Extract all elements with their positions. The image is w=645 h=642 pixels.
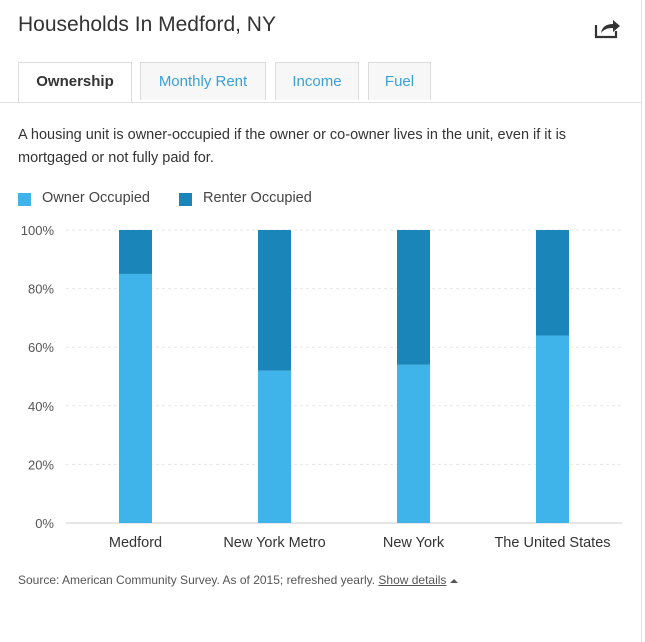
source-note: Source: American Community Survey. As of… — [18, 573, 458, 587]
ownership-chart: 0% 20% 40% 60% 80% 100% Medford New York Metro… — [21, 223, 622, 551]
tab-ownership[interactable]: Ownership — [18, 62, 132, 102]
x-tick-label: New York Metro — [223, 535, 325, 551]
chart-x-ticks: Medford New York Metro New York The United … — [109, 535, 611, 551]
share-arrow-icon — [594, 20, 620, 39]
share-button[interactable] — [594, 16, 622, 40]
y-tick-label: 20% — [28, 457, 54, 472]
y-tick-label: 0% — [35, 516, 54, 531]
y-tick-label: 60% — [28, 340, 54, 355]
ownership-description: A housing unit is owner-occupied if the … — [18, 127, 567, 166]
legend-label-renter: Renter Occupied — [203, 190, 312, 206]
page-title: Households In Medford, NY — [18, 13, 276, 36]
legend-swatch-owner — [18, 193, 31, 206]
x-tick-label: Medford — [109, 535, 162, 551]
y-tick-label: 80% — [28, 282, 54, 297]
bar-owner-3 — [536, 335, 569, 523]
source-text: Source: American Community Survey. As of… — [18, 573, 376, 587]
show-details-link[interactable]: Show details — [378, 573, 446, 587]
y-tick-label: 40% — [28, 399, 54, 414]
bar-renter-3 — [536, 230, 569, 336]
bar-owner-2 — [397, 364, 430, 523]
bar-renter-0 — [119, 230, 152, 274]
tab-monthly-rent[interactable]: Monthly Rent — [140, 62, 266, 100]
legend-swatch-renter — [179, 193, 192, 206]
tab-bar: Ownership Monthly Rent Income Fuel — [0, 62, 641, 103]
x-tick-label: New York — [383, 535, 445, 551]
chart-y-ticks: 0% 20% 40% 60% 80% 100% — [21, 223, 55, 531]
bar-owner-1 — [258, 370, 291, 523]
legend-label-owner: Owner Occupied — [42, 190, 150, 206]
chart-bars — [119, 230, 569, 523]
show-details-label: Show details — [378, 573, 447, 587]
chart-gridlines — [66, 229, 622, 524]
y-tick-label: 100% — [21, 223, 55, 238]
x-tick-label: The United States — [494, 535, 610, 551]
tab-fuel[interactable]: Fuel — [368, 62, 431, 100]
caret-up-icon[interactable] — [449, 578, 458, 584]
tab-income[interactable]: Income — [275, 62, 359, 100]
bar-renter-2 — [397, 230, 430, 365]
bar-owner-0 — [119, 273, 152, 523]
bar-renter-1 — [258, 230, 291, 371]
